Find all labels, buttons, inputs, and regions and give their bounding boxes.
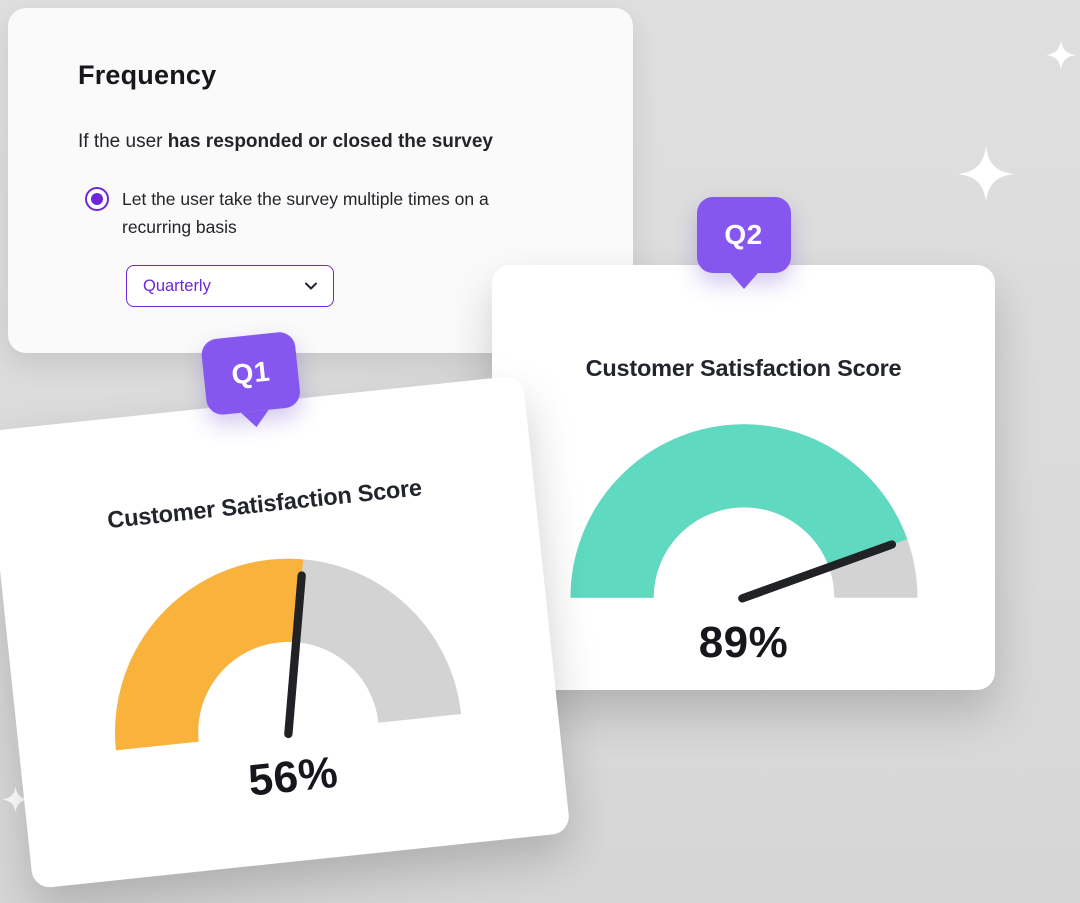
- frequency-title: Frequency: [78, 60, 217, 90]
- gauge-card-q1: Q1 Customer Satisfaction Score 56%: [0, 330, 571, 889]
- sparkle-icon: [1046, 40, 1076, 70]
- recurring-radio-label: Let the user take the survey multiple ti…: [122, 189, 489, 237]
- gauge-chart: [570, 424, 917, 603]
- gauge-card-q2: Q2 Customer Satisfaction Score 89%: [492, 197, 995, 690]
- gauge-fill-arc: [570, 424, 917, 599]
- quarter-badge-q1: Q1: [200, 330, 302, 429]
- frequency-select-value: Quarterly: [143, 276, 211, 295]
- recurring-option-row: Let the user take the survey multiple ti…: [85, 185, 633, 241]
- radio-dot: [91, 193, 103, 205]
- gauge-value: 89%: [698, 618, 789, 667]
- gauge-needle: [284, 571, 306, 739]
- quarter-badge-label: Q2: [724, 219, 763, 250]
- sparkle-icon: [958, 146, 1014, 202]
- badge-pointer: [729, 273, 758, 289]
- sparkle-icon: [2, 786, 29, 813]
- chevron-down-icon: [305, 282, 317, 290]
- gauge-chart: [115, 558, 462, 751]
- condition-prefix: If the user: [78, 131, 168, 152]
- frequency-select[interactable]: Quarterly: [126, 265, 334, 307]
- condition-bold: has responded or closed the survey: [167, 131, 493, 152]
- survey-condition-text: If the user has responded or closed the …: [78, 131, 633, 153]
- gauge-needle: [737, 540, 896, 603]
- gauge-fill-arc: [115, 558, 462, 751]
- gauge-title: Customer Satisfaction Score: [585, 355, 902, 381]
- quarter-badge-q2: Q2: [696, 197, 791, 289]
- gauge-value: 56%: [246, 747, 341, 806]
- quarter-badge-label: Q1: [230, 355, 272, 391]
- gauge-title: Customer Satisfaction Score: [106, 474, 423, 534]
- badge-pointer: [240, 409, 271, 429]
- recurring-radio[interactable]: [85, 187, 109, 211]
